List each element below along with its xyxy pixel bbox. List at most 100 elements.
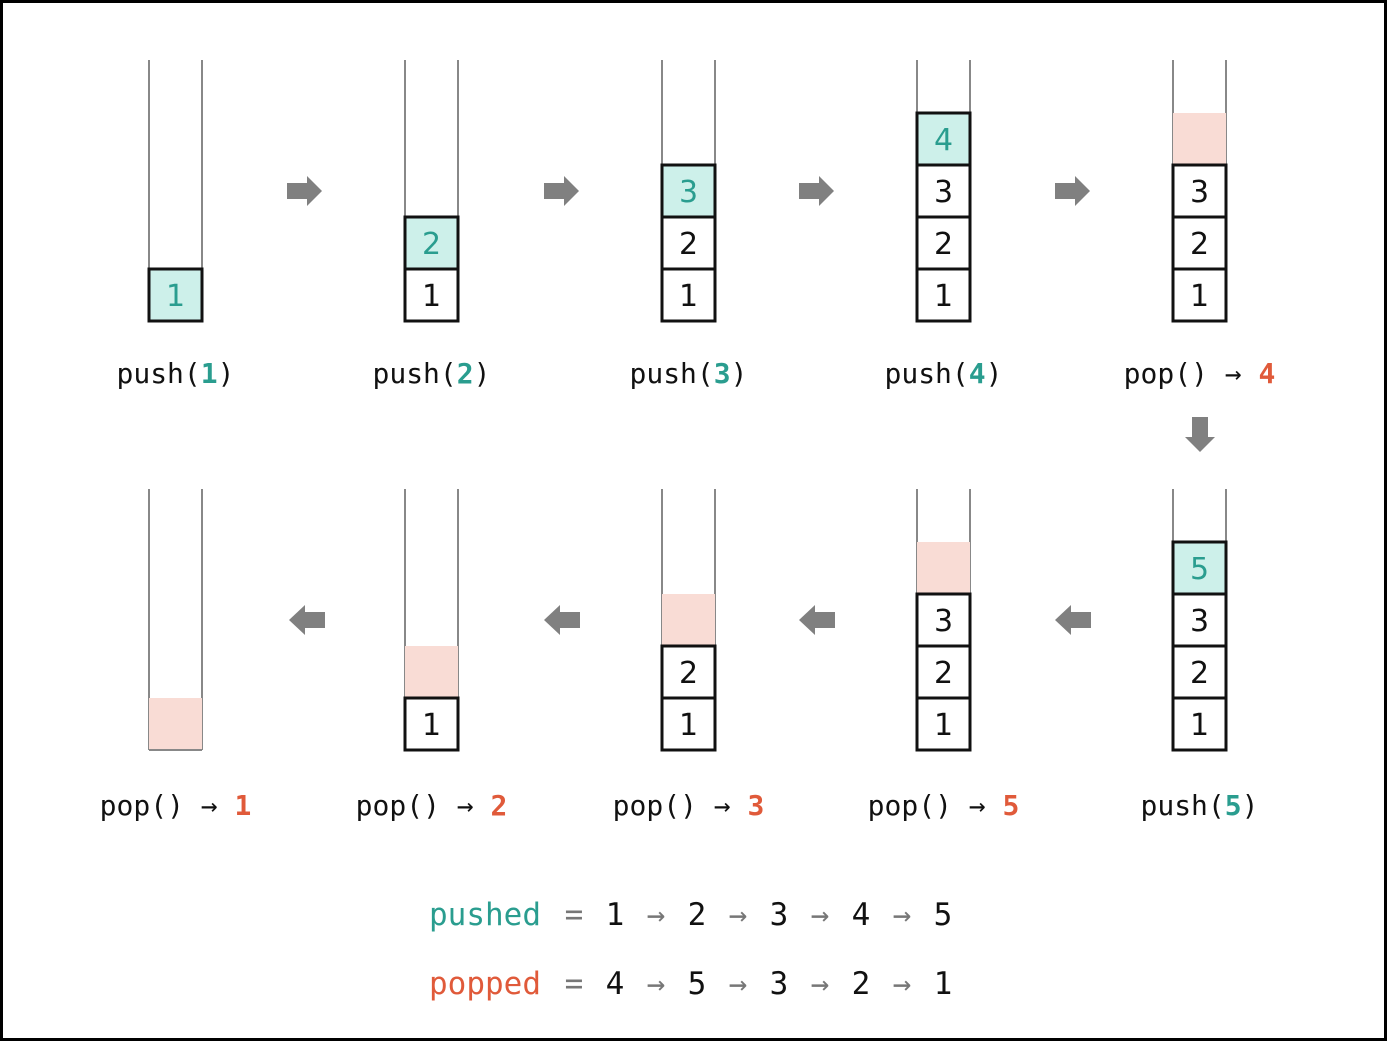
- push-arg: 2: [457, 357, 474, 390]
- popped-sequence-value: 4: [606, 966, 625, 1002]
- op-label: push(: [1140, 789, 1224, 822]
- stack-step-4: 1 2 3 4 push(4): [884, 60, 1003, 390]
- step-caption: push(4): [884, 357, 1002, 390]
- stack-step-9: 1 pop() → 2: [356, 489, 508, 822]
- popped-sequence-arrow: →: [647, 966, 666, 1002]
- pushed-sequence-arrow: →: [893, 897, 912, 933]
- stack-cell-value: 5: [1190, 552, 1209, 587]
- stack-cell-value: 1: [679, 279, 698, 314]
- popped-sequence-arrow: →: [893, 966, 912, 1002]
- step-caption: pop() → 5: [868, 789, 1020, 822]
- stack-cell: [660, 644, 717, 700]
- stack-cell-value: 3: [934, 175, 953, 210]
- stack-cell: [915, 163, 972, 219]
- stack-cell-value: 1: [422, 708, 441, 743]
- popped-sequence-value: 2: [852, 966, 871, 1002]
- arrow-right-3: [799, 176, 834, 206]
- step-caption: push(2): [372, 357, 490, 390]
- stack-cell-value: 2: [679, 656, 698, 691]
- op-label: push(: [372, 357, 456, 390]
- stack-cell-value: 3: [1190, 604, 1209, 639]
- pop-result: 3: [748, 789, 765, 822]
- arrow-right-1: [287, 176, 322, 206]
- popped-slot: [917, 542, 970, 594]
- pushed-cell: [403, 215, 460, 271]
- step-caption: pop() → 3: [613, 789, 765, 822]
- pushed-cell: [1171, 540, 1228, 596]
- popped-sequence-value: 1: [934, 966, 953, 1002]
- arrow-down: [1185, 417, 1215, 452]
- op-label: pop() →: [613, 789, 748, 822]
- op-label: pop() →: [100, 789, 235, 822]
- stack-step-7: 1 2 3 pop() → 5: [868, 489, 1020, 822]
- pop-result: 5: [1003, 789, 1020, 822]
- stack-step-5: 1 2 3 pop() → 4: [1124, 60, 1276, 390]
- stack-cell-value: 2: [422, 227, 441, 262]
- stack-cell: [1171, 644, 1228, 700]
- stack-cell-value: 3: [934, 604, 953, 639]
- stack-cell-value: 2: [934, 227, 953, 262]
- arrow-right-2: [544, 176, 579, 206]
- pushed-sequence-arrow: →: [811, 897, 830, 933]
- pushed-sequence-equals: =: [565, 897, 584, 933]
- stack-cell-value: 1: [934, 708, 953, 743]
- step-caption: pop() → 4: [1124, 357, 1276, 390]
- pushed-sequence-label: pushed: [429, 897, 541, 933]
- popped-sequence-equals: =: [565, 966, 584, 1002]
- stack-cell-value: 1: [1190, 708, 1209, 743]
- pop-result: 4: [1259, 357, 1276, 390]
- stack-cell: [915, 592, 972, 648]
- arrow-right-4: [1055, 176, 1090, 206]
- step-caption: push(3): [629, 357, 747, 390]
- step-caption: push(5): [1140, 789, 1258, 822]
- stack-cell-value: 4: [934, 123, 953, 158]
- stack-cell-value: 3: [679, 175, 698, 210]
- stack-cell-value: 1: [1190, 279, 1209, 314]
- stack-cell: [915, 644, 972, 700]
- op-label-close: ): [731, 357, 748, 390]
- step-caption: push(1): [116, 357, 234, 390]
- stack-cell: [403, 696, 460, 752]
- stack-cell: [1171, 215, 1228, 271]
- popped-sequence-label: popped: [429, 966, 541, 1002]
- op-label-close: ): [1242, 789, 1259, 822]
- stack-cell-value: 1: [934, 279, 953, 314]
- op-label: pop() →: [1124, 357, 1259, 390]
- popped-sequence-value: 3: [770, 966, 789, 1002]
- stack-cell: [1171, 267, 1228, 323]
- stack-cell-value: 2: [679, 227, 698, 262]
- stack-cell: [660, 215, 717, 271]
- stack-diagram: 1push(1)12push(2)123push(3)1234push(4)12…: [100, 60, 1276, 1002]
- push-arg: 3: [714, 357, 731, 390]
- arrow-left-4: [289, 605, 325, 635]
- push-arg: 1: [201, 357, 218, 390]
- pushed-sequence-arrow: →: [729, 897, 748, 933]
- pushed-sequence-arrow: →: [647, 897, 666, 933]
- pushed-sequence-value: 4: [852, 897, 871, 933]
- popped-sequence: popped = 4 → 5 → 3 → 2 → 1: [429, 966, 952, 1002]
- pushed-sequence-value: 5: [934, 897, 953, 933]
- stack-cell: [403, 267, 460, 323]
- stack-cell: [915, 696, 972, 752]
- pushed-cell: [660, 163, 717, 219]
- pushed-sequence-value: 1: [606, 897, 625, 933]
- stack-step-8: 1 2 pop() → 3: [613, 489, 765, 822]
- stack-cell-value: 2: [934, 656, 953, 691]
- pushed-sequence-value: 2: [688, 897, 707, 933]
- popped-slot: [1173, 113, 1226, 165]
- arrow-left-2: [799, 605, 835, 635]
- stack-step-10: pop() → 1: [100, 489, 252, 822]
- pushed-sequence: pushed = 1 → 2 → 3 → 4 → 5: [429, 897, 952, 933]
- stack-cell-value: 3: [1190, 175, 1209, 210]
- op-label-close: ): [474, 357, 491, 390]
- popped-slot: [662, 594, 715, 646]
- pushed-sequence-value: 3: [770, 897, 789, 933]
- pop-result: 2: [491, 789, 508, 822]
- pop-result: 1: [235, 789, 252, 822]
- arrow-left-3: [544, 605, 580, 635]
